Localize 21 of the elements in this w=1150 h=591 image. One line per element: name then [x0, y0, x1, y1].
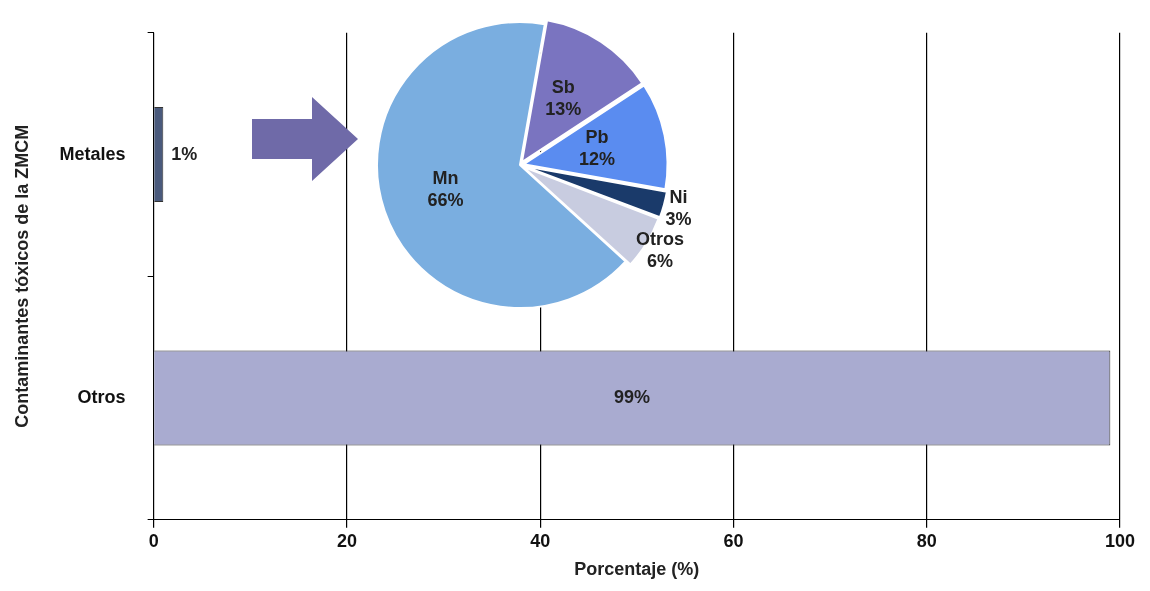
y-tick-label: Metales — [59, 143, 126, 164]
data-label: 99% — [613, 387, 650, 408]
slice-label: Ni — [669, 186, 688, 207]
data-label: 1% — [171, 143, 198, 164]
data-label: 13% — [545, 99, 582, 120]
x-tick-label: 60 — [723, 530, 744, 551]
x-tick-label: 20 — [336, 530, 357, 551]
x-tick-label: 40 — [530, 530, 551, 551]
x-tick-label: 80 — [916, 530, 937, 551]
slice-label: Pb — [585, 127, 609, 148]
x-tick-label: 100 — [1104, 530, 1136, 551]
x-tick-label: 0 — [148, 530, 159, 551]
slice-label: Sb — [551, 77, 575, 98]
data-label: 12% — [579, 149, 616, 170]
slice-label: Otros — [636, 229, 685, 250]
data-label: 3% — [665, 208, 692, 229]
x-axis-title: Porcentaje (%) — [574, 559, 700, 580]
data-label: 66% — [427, 190, 464, 211]
data-label: 6% — [647, 251, 674, 272]
y-axis-title: Contaminantes tóxicos de la ZMCM — [11, 124, 32, 428]
slice-label: Mn — [432, 168, 459, 189]
